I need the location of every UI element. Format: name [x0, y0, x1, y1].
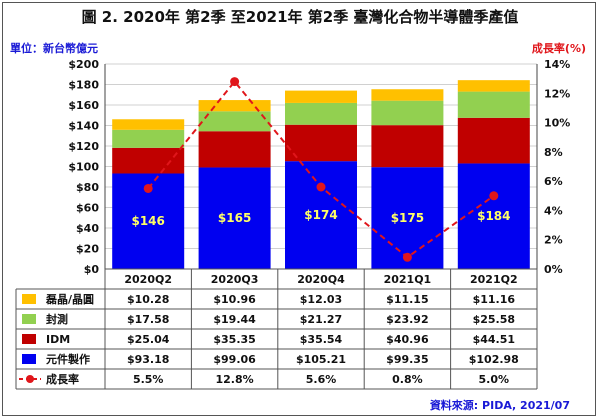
- x-tick-label: 2021Q2: [470, 273, 518, 286]
- y2-tick-label: 0%: [544, 263, 563, 276]
- table-cell: $19.44: [213, 313, 256, 326]
- chart-title: 圖 2. 2020年 第2季 至2021年 第2季 臺灣化合物半導體季產值: [81, 8, 519, 26]
- y-tick-label: $60: [76, 202, 99, 215]
- y-tick-label: $160: [68, 99, 99, 112]
- bar-segment-epi: [112, 119, 185, 130]
- bar-segment-idm: [457, 117, 530, 164]
- bar-total-label: $174: [304, 208, 337, 222]
- growth-point: [489, 191, 499, 201]
- table-cell: $10.96: [213, 293, 256, 306]
- y-tick-label: $100: [68, 161, 99, 174]
- x-tick-label: 2021Q1: [384, 273, 432, 286]
- table-cell: $12.03: [300, 293, 342, 306]
- bar-segment-epi: [371, 89, 444, 101]
- legend-marker-growth: [26, 375, 34, 383]
- table-cell: 5.0%: [479, 373, 510, 386]
- table-cell: $93.18: [127, 353, 169, 366]
- y2-tick-label: 4%: [544, 204, 563, 217]
- table-cell: $11.15: [386, 293, 428, 306]
- table-cell: $10.28: [127, 293, 169, 306]
- legend-swatch-packaging: [22, 314, 36, 324]
- y2-tick-label: 10%: [544, 117, 570, 130]
- bar-segment-foundry: [457, 163, 530, 269]
- legend-swatch-foundry: [22, 354, 36, 364]
- y-tick-label: $200: [68, 58, 99, 71]
- table-cell: $25.04: [127, 333, 170, 346]
- table-cell: $25.58: [473, 313, 515, 326]
- y2-tick-label: 6%: [544, 175, 563, 188]
- bar-segment-packaging: [371, 100, 444, 126]
- y-tick-label: $40: [76, 222, 99, 235]
- legend-label: 磊晶/晶圓: [45, 293, 94, 306]
- bar-segment-packaging: [112, 129, 185, 148]
- legend-swatch-idm: [22, 334, 36, 344]
- x-tick-label: 2020Q2: [124, 273, 172, 286]
- bar-segment-idm: [371, 125, 444, 168]
- bar-segment-idm: [112, 147, 185, 174]
- bar-total-label: $175: [391, 211, 424, 225]
- y-tick-label: $140: [68, 120, 99, 133]
- y-tick-label: $120: [68, 140, 99, 153]
- table-cell: $21.27: [300, 313, 342, 326]
- source-note: 資料來源: PIDA, 2021/07: [429, 399, 570, 412]
- y-tick-label: $80: [76, 181, 99, 194]
- bar-total-label: $165: [218, 211, 251, 225]
- x-tick-label: 2020Q3: [211, 273, 259, 286]
- table-cell: $99.06: [213, 353, 256, 366]
- table-cell: 5.5%: [133, 373, 164, 386]
- table-cell: $23.92: [386, 313, 428, 326]
- bar-segment-packaging: [198, 111, 271, 132]
- growth-point: [230, 77, 240, 87]
- table-cell: $17.58: [127, 313, 169, 326]
- bar-segment-packaging: [285, 102, 357, 125]
- bar-segment-foundry: [198, 167, 271, 269]
- bar-segment-idm: [198, 131, 271, 168]
- bar-total-label: $146: [131, 214, 164, 228]
- y-tick-label: $180: [68, 79, 99, 92]
- growth-point: [316, 182, 326, 192]
- growth-axis-label: 成長率(%): [531, 42, 586, 55]
- legend-label: 元件製作: [46, 352, 90, 366]
- table-cell: 12.8%: [216, 373, 254, 386]
- growth-point: [143, 183, 153, 193]
- legend-label: 封測: [46, 312, 68, 326]
- growth-point: [402, 252, 412, 262]
- unit-label: 單位：新台幣億元: [10, 42, 98, 55]
- table-cell: $11.16: [473, 293, 516, 306]
- bar-total-label: $184: [477, 209, 510, 223]
- table-cell: 5.6%: [306, 373, 337, 386]
- bar-segment-epi: [457, 80, 530, 92]
- table-cell: $40.96: [386, 333, 429, 346]
- y2-tick-label: 8%: [544, 146, 563, 159]
- y2-tick-label: 14%: [544, 58, 570, 71]
- bar-segment-epi: [285, 90, 357, 103]
- y2-tick-label: 2%: [544, 234, 563, 247]
- bar-segment-idm: [285, 124, 357, 162]
- table-cell: $102.98: [469, 353, 519, 366]
- y2-tick-label: 12%: [544, 87, 570, 100]
- bar-segment-packaging: [457, 91, 530, 118]
- table-cell: $35.35: [213, 333, 255, 346]
- table-cell: $99.35: [386, 353, 428, 366]
- table-cell: 0.8%: [392, 373, 423, 386]
- legend-swatch-epi: [22, 294, 36, 304]
- legend-label: IDM: [46, 333, 70, 346]
- y-tick-label: $20: [76, 243, 99, 256]
- table-cell: $105.21: [296, 353, 346, 366]
- table-cell: $35.54: [300, 333, 343, 346]
- table-cell: $44.51: [473, 333, 515, 346]
- x-tick-label: 2020Q4: [297, 273, 345, 286]
- y-tick-label: $0: [84, 263, 100, 276]
- legend-label: 成長率: [46, 372, 79, 386]
- bar-segment-foundry: [371, 167, 444, 269]
- bar-segment-foundry: [285, 161, 357, 269]
- bar-segment-epi: [198, 100, 271, 112]
